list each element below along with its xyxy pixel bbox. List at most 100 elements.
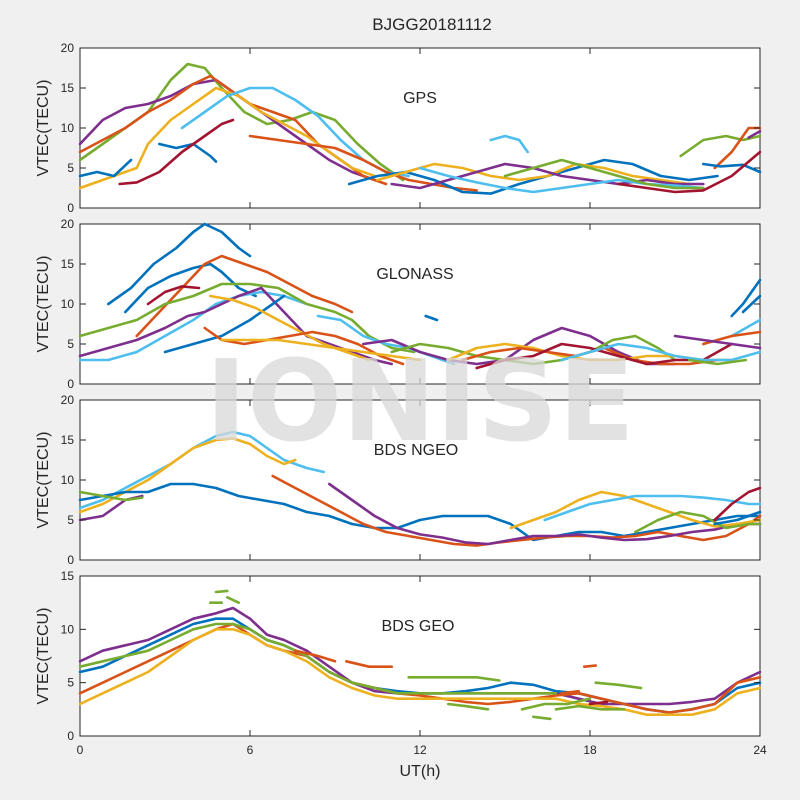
series-line xyxy=(616,150,762,194)
y-tick-label: 5 xyxy=(67,337,74,351)
tick-group: 0 5 10 15 0 6 12 18 24 xyxy=(61,569,767,757)
watermark-text: IONISE xyxy=(205,337,634,467)
series-group xyxy=(78,589,762,721)
series-line xyxy=(209,294,371,362)
series-line xyxy=(633,510,762,534)
series-line xyxy=(327,482,762,546)
series-line xyxy=(361,326,677,366)
series-line xyxy=(271,474,762,547)
panel-label: BDS NGEO xyxy=(374,442,458,459)
y-tick-label: 20 xyxy=(61,393,75,407)
series-line xyxy=(293,649,337,663)
series-line xyxy=(741,294,762,314)
series-line xyxy=(78,627,762,717)
y-tick-label: 5 xyxy=(67,676,74,690)
series-line xyxy=(390,334,677,366)
series-line xyxy=(344,659,394,669)
y-tick-label: 15 xyxy=(61,433,75,447)
series-line xyxy=(226,595,240,605)
series-line xyxy=(560,689,581,695)
series-line xyxy=(520,697,592,711)
series-line xyxy=(588,700,609,706)
y-tick-label: 0 xyxy=(67,553,74,567)
series-line xyxy=(376,162,691,186)
series-line xyxy=(594,681,643,690)
y-axis-label: VTEC(TECU) xyxy=(35,608,52,705)
tick-group: 0 5 10 15 20 xyxy=(61,41,761,215)
series-line xyxy=(146,285,201,306)
series-group xyxy=(78,62,762,195)
series-line xyxy=(118,118,235,186)
panel-bds-geo: 0 5 10 15 0 6 12 18 24 BDS GEO VTEC(TECU) xyxy=(35,569,767,757)
series-line xyxy=(135,254,354,338)
y-axis-label: VTEC(TECU) xyxy=(35,432,52,529)
x-tick-label: 12 xyxy=(413,743,427,757)
x-axis-label: UT(h) xyxy=(400,763,441,780)
series-line xyxy=(509,490,762,530)
series-line xyxy=(107,222,252,306)
y-axis-label: VTEC(TECU) xyxy=(35,80,52,177)
series-line xyxy=(347,158,719,195)
series-line xyxy=(446,702,490,711)
y-tick-label: 0 xyxy=(67,377,74,391)
series-line xyxy=(560,342,762,362)
tick-group: 0 5 10 15 20 xyxy=(61,393,761,567)
series-line xyxy=(220,338,422,362)
y-tick-label: 15 xyxy=(61,257,75,271)
series-line xyxy=(747,129,762,139)
series-line xyxy=(687,358,748,366)
y-tick-label: 20 xyxy=(61,217,75,231)
x-tick-label: 18 xyxy=(583,743,597,757)
series-line xyxy=(390,162,705,190)
series-line xyxy=(203,326,405,366)
series-line xyxy=(214,589,229,594)
series-line xyxy=(78,490,144,502)
y-tick-label: 15 xyxy=(61,569,75,583)
series-line xyxy=(730,278,762,318)
series-line xyxy=(554,704,626,711)
series-line xyxy=(424,314,439,322)
series-line xyxy=(673,334,762,350)
panel-label: BDS GEO xyxy=(382,618,455,635)
x-tick-label: 24 xyxy=(753,743,767,757)
y-tick-label: 15 xyxy=(61,81,75,95)
series-line xyxy=(713,510,762,526)
y-axis-label: VTEC(TECU) xyxy=(35,256,52,353)
series-line xyxy=(730,318,762,338)
series-line xyxy=(407,675,501,682)
series-line xyxy=(582,664,598,669)
series-line xyxy=(701,162,762,174)
series-line xyxy=(78,282,416,354)
axes-frame xyxy=(79,223,761,385)
y-tick-label: 10 xyxy=(61,622,75,636)
series-line xyxy=(713,486,762,522)
series-line xyxy=(78,158,133,178)
series-line xyxy=(163,294,286,354)
panel-label: GLONASS xyxy=(376,266,453,283)
y-tick-label: 10 xyxy=(61,297,75,311)
figure-title: BJGG20181112 xyxy=(372,15,491,34)
series-line xyxy=(248,134,479,192)
series-line xyxy=(78,430,326,510)
series-line xyxy=(78,482,762,542)
series-line xyxy=(489,134,530,154)
y-tick-label: 0 xyxy=(67,729,74,743)
series-line xyxy=(531,715,552,721)
panel-gps: 0 5 10 15 20 GPS VTEC(TECU) xyxy=(35,41,762,215)
y-tick-label: 0 xyxy=(67,201,74,215)
y-tick-label: 5 xyxy=(67,161,74,175)
panel-glonass: 0 5 10 15 20 GLONASS VTEC(TECU) xyxy=(35,217,762,391)
y-tick-label: 10 xyxy=(61,473,75,487)
series-line xyxy=(78,437,297,514)
series-line xyxy=(503,158,705,190)
y-tick-label: 20 xyxy=(61,41,75,55)
panel-label: GPS xyxy=(403,90,437,107)
tick-group: 0 5 10 15 20 xyxy=(61,217,761,391)
series-group xyxy=(78,430,762,547)
series-group xyxy=(78,222,762,370)
series-line xyxy=(78,622,558,695)
y-tick-label: 10 xyxy=(61,121,75,135)
panel-bds-ngeo: 0 5 10 15 20 BDS NGEO VTEC(TECU) xyxy=(35,393,762,567)
x-tick-label: 6 xyxy=(247,743,254,757)
